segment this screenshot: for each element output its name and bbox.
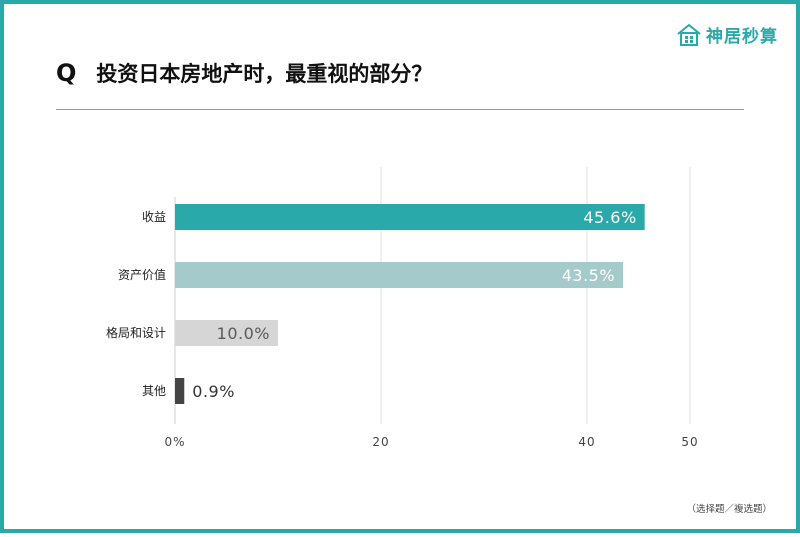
question-text: 投资日本房地产时，最重视的部分？ <box>96 62 433 86</box>
category-label: 收益 <box>142 210 166 224</box>
x-tick-label: 20 <box>372 435 389 449</box>
question-mark: Q <box>56 59 77 87</box>
x-tick-label: 0% <box>164 435 185 449</box>
category-label: 格局和设计 <box>106 325 166 340</box>
bar <box>175 320 278 346</box>
category-label: 其他 <box>142 384 166 398</box>
brand-name: 神居秒算 <box>706 27 778 47</box>
bar-chart: 0% 20 40 50 收益 45.6% 资产价值 43.5% 格局和设计 10.0% 其他 0.9% <box>106 167 698 449</box>
bar <box>175 204 645 230</box>
title-divider <box>56 109 744 110</box>
x-tick-label: 40 <box>578 435 595 449</box>
house-icon <box>677 23 701 46</box>
brand-logo: 神居秒算 <box>676 22 778 47</box>
bar <box>175 378 185 404</box>
bar-value-label: 0.9% <box>192 382 235 401</box>
bar-value-label: 10.0% <box>217 324 270 343</box>
bar-value-label: 45.6% <box>583 208 636 227</box>
question-type-note: （选择题／複选题） <box>686 504 772 515</box>
question-heading: Q 投资日本房地产时，最重视的部分？ <box>56 58 432 88</box>
bar <box>175 262 624 288</box>
x-tick-label: 50 <box>681 435 698 449</box>
category-label: 资产价值 <box>118 267 166 282</box>
bar-value-label: 43.5% <box>562 266 615 285</box>
